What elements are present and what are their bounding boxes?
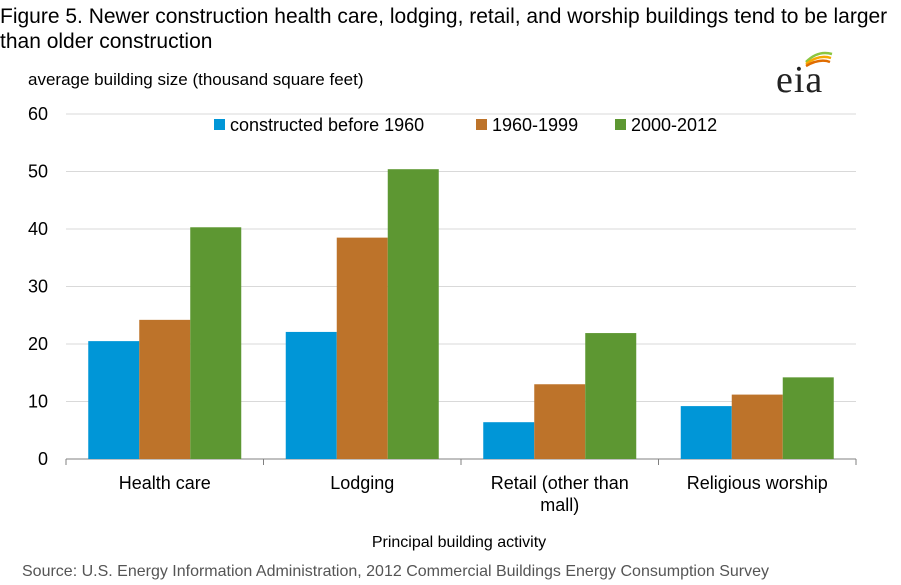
y-tick-label: 10 (28, 392, 48, 412)
bar (782, 377, 834, 459)
x-tick-label: Lodging (330, 473, 394, 493)
y-tick-label: 20 (28, 334, 48, 354)
bar (387, 169, 439, 459)
legend-swatch (615, 119, 626, 130)
y-tick-label: 40 (28, 219, 48, 239)
bar (680, 406, 732, 459)
legend-label: 2000-2012 (631, 115, 717, 135)
eia-logo: eia (770, 48, 840, 101)
legend-label: constructed before 1960 (230, 115, 424, 135)
y-tick-label: 60 (28, 104, 48, 124)
x-axis-label: Principal building activity (371, 534, 547, 551)
x-tick-label: Health care (119, 473, 211, 493)
bar (285, 331, 337, 459)
bar (534, 384, 586, 459)
legend-swatch (476, 119, 487, 130)
y-axis-label: average building size (thousand square f… (28, 70, 364, 89)
bar (585, 333, 637, 459)
x-tick-label: Retail (other than (491, 473, 629, 493)
y-tick-label: 0 (38, 449, 48, 469)
eia-logo-icon (805, 51, 833, 68)
source-note: Source: U.S. Energy Information Administ… (22, 563, 770, 580)
legend-swatch (214, 119, 225, 130)
x-tick-label: Religious worship (687, 473, 828, 493)
bar (336, 237, 388, 459)
bar (731, 394, 783, 459)
bar (139, 319, 191, 459)
chart-title: Figure 5. Newer construction health care… (0, 5, 888, 53)
y-tick-label: 30 (28, 277, 48, 297)
bar (88, 341, 140, 459)
legend-label: 1960-1999 (492, 115, 578, 135)
bar (483, 422, 535, 459)
bar (190, 227, 242, 459)
y-tick-label: 50 (28, 162, 48, 182)
eia-logo-text: eia (776, 59, 824, 101)
x-tick-label: mall) (540, 495, 579, 515)
